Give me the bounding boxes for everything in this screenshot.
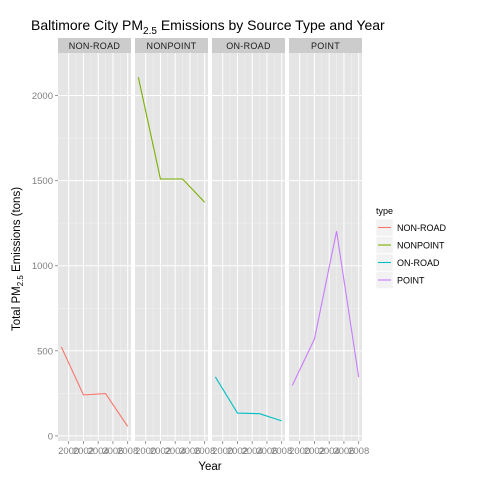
chart-title-rest: Emissions by Source Type and Year [157,17,385,33]
panel-background [58,53,131,441]
x-tick-label: 2008 [271,446,292,457]
x-tick-label: 2000 [212,446,233,457]
y-axis-title-rest: Emissions (tons) [11,187,23,275]
series-line-nonpoint [137,77,206,203]
x-tick-label: 2002 [150,446,171,457]
y-axis-title-main: Total PM [11,286,23,331]
legend-item-non-road: NON-ROAD [375,218,446,237]
x-tick-label: 2006 [333,446,354,457]
x-tick-label: 2008 [117,446,138,457]
facet-panels: NON-ROAD20002002200420062008NONPOINT2000… [58,38,369,457]
strip-label: NON-ROAD [69,41,121,51]
y-tick-label: 1500 [32,176,53,187]
strip-background [212,38,285,53]
x-tick-label: 2004 [242,446,263,457]
y-axis-title-subscript: 2.5 [16,275,25,287]
chart-title: Baltimore City PM2.5 Emissions by Source… [31,17,385,37]
series-line-point [291,231,360,386]
x-tick-label: 2006 [102,446,123,457]
panel-background [212,53,285,441]
chart-title-main: Baltimore City PM [31,17,143,33]
x-tick-label: 2000 [289,446,310,457]
x-tick-label: 2004 [165,446,186,457]
x-tick-label: 2002 [227,446,248,457]
legend-item-on-road: ON-ROAD [375,253,440,272]
y-tick-label: 1000 [32,261,53,272]
strip-label: ON-ROAD [226,41,271,51]
series-line-on-road [214,376,282,422]
legend-item-nonpoint: NONPOINT [375,236,445,254]
strip-background [289,38,362,53]
legend-title: type [376,206,393,216]
panel-background [289,53,362,441]
legend-label: ON-ROAD [397,258,440,268]
legend-item-point: POINT [375,271,425,289]
x-axis-title: Year [198,461,221,473]
x-tick-label: 2006 [256,446,277,457]
strip-background [58,38,131,53]
strip-label: NONPOINT [147,41,197,51]
legend-label: NON-ROAD [397,223,446,233]
series-line-non-road [60,346,129,427]
legend-label: POINT [397,276,425,286]
x-tick-label: 2002 [304,446,325,457]
y-axis: 0 500 1000 1500 2000 [32,91,58,442]
x-tick-label: 2002 [73,446,94,457]
y-tick-label: 0 [48,431,53,442]
y-tick-label: 500 [37,346,53,357]
strip-label: POINT [311,41,340,51]
chart-title-subscript: 2.5 [143,26,157,37]
x-tick-label: 2008 [194,446,215,457]
x-tick-label: 2004 [88,446,109,457]
strip-background [135,38,208,53]
y-axis-title: Total PM2.5 Emissions (tons) [11,187,25,331]
x-tick-label: 2000 [135,446,156,457]
y-tick-label: 2000 [32,91,53,102]
x-tick-label: 2000 [58,446,79,457]
x-tick-label: 2006 [179,446,200,457]
x-tick-label: 2008 [348,446,369,457]
x-tick-label: 2004 [319,446,340,457]
legend: type NON-ROAD NONPOINT ON-ROAD POINT [375,206,446,289]
legend-label: NONPOINT [397,241,445,251]
